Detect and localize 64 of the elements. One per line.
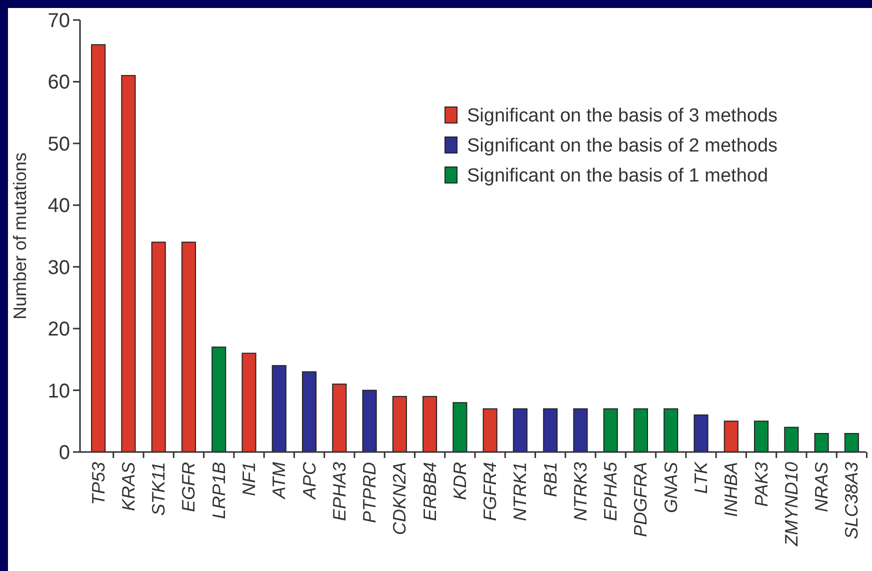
y-tick-label: 10 [48,380,70,402]
bar [664,408,678,452]
bar [422,396,438,452]
bar [151,242,166,452]
bar [121,75,136,452]
y-tick-label: 70 [48,10,70,32]
bar [694,414,708,452]
y-axis-title: Number of mutations [10,152,30,320]
y-tick-label: 50 [48,133,70,156]
y-tick-label: 0 [58,442,70,464]
legend-label: Significant on the basis of 2 methods [467,136,778,157]
x-tick-label: CDKN2A [390,462,410,536]
bar [362,390,377,452]
bar [332,384,347,452]
x-tick-label: LTK [691,461,712,494]
x-tick-label: SLC38A3 [842,462,862,540]
x-tick-label: LRP1B [208,462,229,520]
bar [91,44,106,452]
legend-label: Significant on the basis of 1 method [467,166,768,187]
y-tick-label: 40 [48,195,70,218]
bar [754,420,769,452]
bar [272,365,286,452]
bar [724,420,738,452]
x-tick-label: EPHA5 [600,461,621,522]
bar [392,396,407,452]
y-tick-label: 20 [48,318,70,341]
bar [512,408,528,452]
x-tick-label: KRAS [118,462,138,512]
bar [784,426,799,452]
x-tick-label: NRAS [812,462,832,512]
bar [633,408,648,452]
x-tick-label: NTRK1 [510,462,530,522]
x-tick-label: EGFR [178,462,199,512]
bar [212,346,226,452]
bar [302,371,317,452]
x-tick-label: KDR [450,462,470,500]
x-tick-label: PDGFRA [630,462,651,538]
bar [543,408,558,452]
bar [181,242,196,452]
bar [603,408,618,452]
x-tick-label: NTRK3 [570,462,590,522]
x-tick-label: STK11 [148,462,169,516]
x-tick-label: GNAS [660,462,681,514]
x-tick-label: EPHA3 [329,462,350,522]
x-tick-label: APC [299,461,320,500]
x-tick-label: FGFR4 [480,462,500,522]
x-tick-label: PAK3 [751,462,772,507]
bar [573,408,588,452]
x-tick-label: INHBA [721,462,742,518]
x-tick-label: ZMYND10 [781,462,802,548]
y-tick-label: 30 [48,256,70,279]
x-tick-label: ERBB4 [420,462,440,522]
x-tick-label: RB1 [540,462,560,498]
bar [452,402,468,452]
bar [844,432,859,452]
x-tick-label: ATM [269,462,290,500]
x-tick-label: NF1 [238,462,259,496]
x-tick-label: TP53 [88,462,108,506]
bar [814,432,829,452]
bar [482,408,498,452]
y-tick-label: 60 [48,72,70,94]
legend-label: Significant on the basis of 3 methods [467,106,778,127]
x-tick-label: PTPRD [360,462,380,524]
bar [242,352,256,452]
